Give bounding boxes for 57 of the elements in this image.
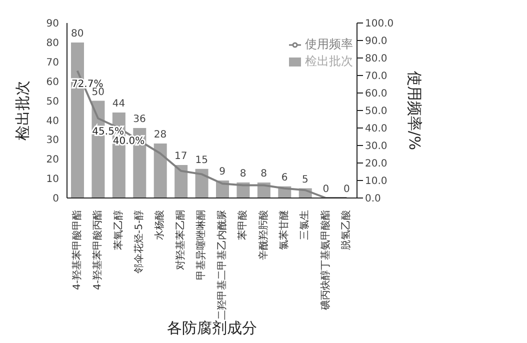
y-tick-label: 70 — [46, 57, 59, 68]
legend-label: 使用频率 — [305, 37, 353, 51]
data-label: 15 — [195, 154, 208, 166]
x-tick-label: 氯苯甘醚 — [278, 210, 290, 250]
x-tick-label: 二羟甲基二甲基乙内酰脲 — [216, 210, 228, 320]
y2-tick-label: 50.0 — [365, 106, 388, 118]
y2-tick-label: 30.0 — [365, 141, 388, 152]
y-tick-label: 50 — [46, 96, 59, 108]
data-label: 8 — [260, 168, 267, 180]
y-tick-label: 20 — [46, 154, 59, 166]
data-label: 80 — [70, 28, 84, 40]
x-tick-label: 脱氢乙酸 — [340, 210, 352, 250]
data-label: 9 — [219, 166, 226, 178]
y2-tick-label: 80.0 — [365, 54, 388, 65]
y2-tick-label: 40.0 — [365, 124, 388, 135]
y2-tick-label: 0.0 — [365, 194, 381, 205]
x-tick-label: 邻伞花烃-5-醇 — [133, 210, 145, 274]
x-tick-label: 甲基异噻唑啉酮 — [195, 210, 208, 280]
data-label: 5 — [302, 174, 308, 186]
x-tick-label: 苯氧乙醇 — [112, 210, 124, 250]
bar — [195, 168, 208, 198]
y-tick-label: 40 — [46, 116, 59, 127]
x-tick-label: 4-羟基苯甲酸甲酯 — [70, 210, 83, 290]
y2-tick-label: 20.0 — [365, 158, 388, 170]
data-label: 44 — [112, 98, 126, 110]
data-label: 17 — [174, 150, 188, 162]
legend-label: 检出批次 — [305, 54, 353, 68]
data-label: 28 — [154, 130, 167, 141]
x-tick-label: 辛酰羟肟酸 — [257, 210, 270, 260]
data-label: 36 — [133, 114, 146, 125]
x-tick-label: 水杨酸 — [154, 210, 166, 240]
data-label: 50 — [92, 86, 104, 98]
y2-tick-label: 100.0 — [365, 18, 394, 30]
data-label: 6 — [281, 172, 288, 184]
y-tick-label: 10 — [46, 174, 59, 186]
data-label: 8 — [240, 168, 246, 180]
y2-tick-label: 70.0 — [365, 71, 388, 82]
y-tick-label: 0 — [52, 194, 59, 205]
y-axis-title: 检出批次 — [13, 80, 32, 140]
x-tick-label: 对羟基苯乙酮 — [174, 210, 186, 270]
x-tick-label: 4-羟基苯甲酸丙酯 — [92, 210, 104, 290]
bar — [174, 164, 188, 198]
y2-tick-label: 90.0 — [365, 36, 388, 48]
data-label: 0 — [322, 184, 330, 195]
y-tick-label: 30 — [46, 135, 59, 146]
x-tick-label: 三氯生 — [298, 210, 311, 240]
y2-axis-title: 使用频率/% — [406, 70, 424, 150]
data-label: 0 — [343, 184, 350, 195]
y2-tick-label: 60.0 — [365, 88, 388, 100]
y-tick-label: 90 — [46, 18, 59, 30]
y-tick-label: 80 — [46, 38, 59, 49]
x-tick-label: 碘丙炔醇丁基氨甲酸酯 — [319, 210, 332, 311]
x-axis-title: 各防腐剂成分 — [167, 319, 257, 337]
x-tick-label: 苯甲酸 — [236, 210, 249, 240]
y2-tick-label: 10.0 — [365, 176, 388, 188]
bar — [154, 144, 167, 198]
y-tick-label: 60 — [46, 76, 59, 88]
